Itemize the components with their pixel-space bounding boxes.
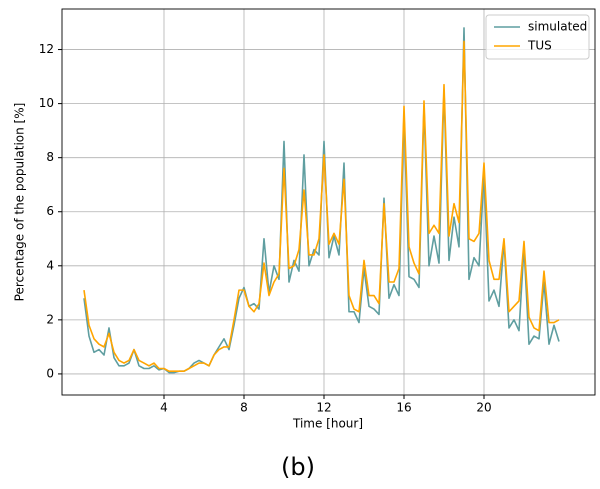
x-axis-label: Time [hour] [292, 417, 363, 431]
series-line [83, 40, 560, 373]
y-axis-label: Percentage of the population [%] [13, 103, 27, 302]
y-tick-label: 4 [46, 258, 54, 272]
y-tick-label: 8 [46, 150, 54, 164]
x-tick-label: 16 [396, 401, 411, 415]
plot-frame [61, 8, 596, 396]
y-tick-label: 6 [46, 204, 54, 218]
x-tick-label: 20 [476, 401, 491, 415]
legend-box [485, 14, 590, 60]
y-tick-label: 0 [46, 366, 54, 380]
x-tick-label: 4 [160, 401, 168, 415]
x-tick-label: 12 [316, 401, 331, 415]
legend-label: TUS [527, 39, 552, 53]
y-tick-label: 10 [39, 96, 54, 110]
legend-label: simulated [528, 20, 587, 34]
x-tick-label: 8 [240, 401, 248, 415]
y-tick-label: 2 [46, 312, 54, 326]
y-tick-label: 12 [39, 42, 54, 56]
caption: (b) [281, 453, 315, 481]
